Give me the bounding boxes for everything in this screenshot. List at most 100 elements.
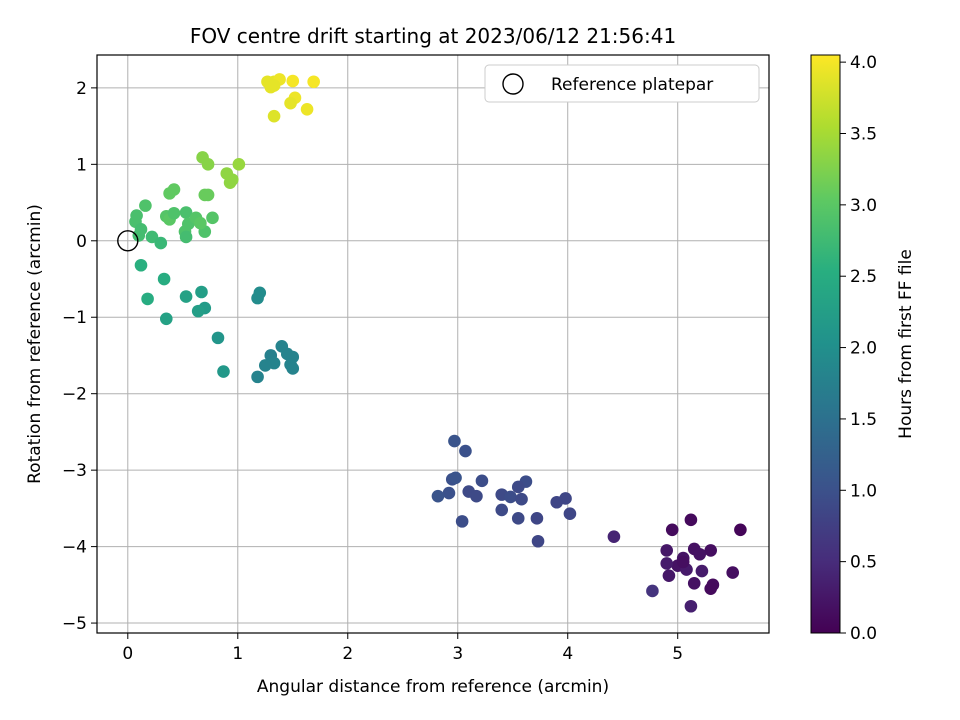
scatter-point	[660, 557, 674, 570]
scatter-point	[475, 474, 489, 488]
colorbar-tick-label: 2.5	[850, 267, 877, 287]
scatter-point	[704, 582, 718, 595]
scatter-point	[531, 534, 545, 548]
scatter-point	[179, 290, 193, 303]
scatter-point	[511, 480, 525, 494]
scatter-point	[684, 599, 698, 613]
scatter-point	[693, 547, 707, 561]
scatter-point	[442, 486, 456, 500]
y-tick-label: −4	[62, 538, 87, 558]
scatter-point	[232, 158, 246, 171]
scatter-point	[734, 523, 747, 537]
scatter-point	[286, 74, 300, 88]
scatter-point	[258, 359, 272, 372]
data-points	[129, 73, 747, 613]
scatter-point	[504, 490, 517, 504]
y-tick-label: −1	[62, 308, 87, 328]
scatter-point	[662, 569, 676, 582]
legend: Reference platepar	[484, 64, 760, 103]
scatter-point	[145, 230, 159, 244]
scatter-point	[495, 503, 509, 517]
scatter-point	[267, 109, 281, 123]
colorbar: 0.0 0.5 1.0 1.5 2.0 2.5 3.0 3.5 4.0 Hours from f…	[810, 53, 916, 644]
plot-frame	[96, 54, 770, 634]
x-tick-label: 5	[672, 644, 683, 664]
scatter-point	[251, 291, 264, 305]
scatter-point	[665, 523, 679, 537]
x-tick-label: 3	[452, 644, 463, 664]
y-axis-ticks: −5 −4 −3 −2 −1 0 1 2	[62, 79, 97, 634]
scatter-point	[167, 206, 181, 220]
scatter-point	[267, 79, 281, 92]
scatter-point	[449, 471, 462, 485]
scatter-point	[217, 365, 230, 378]
scatter-point	[201, 158, 215, 171]
scatter-point	[660, 544, 674, 557]
scatter-point	[530, 512, 544, 525]
scatter-point	[201, 188, 215, 202]
scatter-point	[511, 512, 525, 525]
colorbar-label: Hours from first FF file	[896, 249, 916, 439]
scatter-point	[704, 544, 718, 557]
y-tick-label: −5	[62, 614, 87, 634]
colorbar-tick-label: 1.0	[850, 481, 877, 501]
scatter-point	[154, 236, 168, 250]
scatter-point	[676, 555, 690, 569]
scatter-point	[195, 285, 208, 299]
colorbar-tick-label: 3.0	[850, 196, 877, 216]
x-tick-label: 2	[342, 644, 353, 664]
scatter-point	[563, 507, 577, 521]
scatter-point	[307, 75, 320, 89]
colorbar-tick-label: 0.5	[850, 553, 877, 573]
legend-marker-reference	[502, 73, 524, 95]
scatter-point	[684, 513, 698, 527]
y-tick-label: 0	[76, 232, 87, 252]
scatter-point	[139, 199, 152, 212]
scatter-point	[286, 362, 300, 375]
scatter-point	[459, 444, 472, 458]
scatter-point	[646, 584, 659, 598]
scatter-point	[515, 492, 528, 506]
scatter-point	[206, 211, 219, 225]
y-tick-label: 2	[76, 79, 87, 99]
scatter-point	[431, 489, 445, 503]
scatter-point	[455, 515, 469, 528]
scatter-point	[159, 312, 173, 326]
y-tick-label: −3	[62, 461, 87, 481]
x-tick-label: 4	[562, 644, 573, 664]
scatter-point	[179, 230, 193, 244]
scatter-point	[141, 292, 154, 306]
scatter-point	[167, 183, 181, 196]
x-tick-label: 0	[122, 644, 133, 664]
colorbar-tick-label: 2.0	[850, 339, 877, 359]
scatter-point	[470, 489, 483, 503]
x-axis-label: Angular distance from reference (arcmin)	[257, 677, 609, 697]
legend-label-reference: Reference platepar	[551, 75, 713, 95]
scatter-point	[726, 566, 740, 579]
scatter-point	[695, 564, 709, 578]
scatter-point	[251, 370, 264, 384]
scatter-point	[157, 272, 171, 286]
y-tick-label: 1	[76, 155, 87, 175]
scatter-point	[687, 577, 701, 590]
y-tick-label: −2	[62, 385, 87, 405]
scatter-point	[191, 304, 205, 318]
scatter-point	[284, 96, 297, 110]
scatter-point	[448, 434, 461, 448]
scatter-point	[550, 495, 564, 509]
scatter-point	[134, 258, 148, 272]
y-axis-label: Rotation from reference (arcmin)	[25, 204, 45, 484]
legend-box	[484, 64, 760, 103]
colorbar-tick-label: 3.5	[850, 124, 877, 144]
scatter-point	[607, 530, 621, 543]
x-tick-label: 1	[232, 644, 243, 664]
scatter-point	[211, 331, 225, 345]
scatter-point	[300, 102, 314, 116]
scatter-point	[134, 223, 148, 236]
colorbar-tick-label: 1.5	[850, 410, 877, 430]
chart-title: FOV centre drift starting at 2023/06/12 …	[190, 24, 676, 48]
scatter-point	[194, 216, 207, 230]
colorbar-gradient	[810, 54, 841, 634]
colorbar-tick-label: 0.0	[850, 624, 877, 644]
